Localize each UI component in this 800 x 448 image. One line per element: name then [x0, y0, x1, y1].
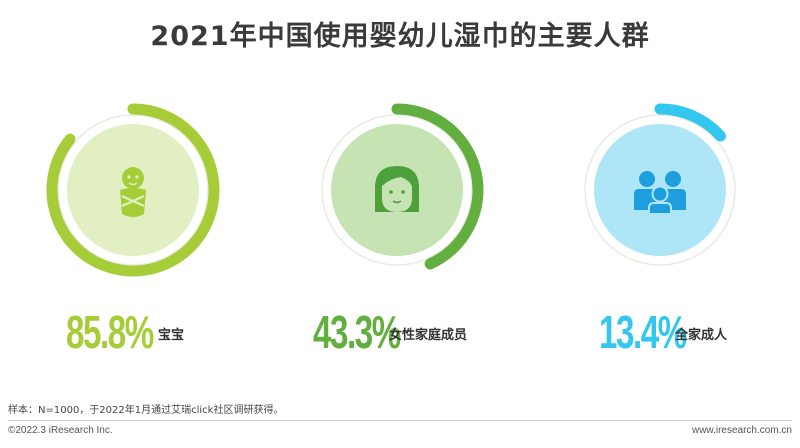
chart-title: 2021年中国使用婴幼儿湿巾的主要人群: [150, 21, 650, 52]
footer-divider: [8, 420, 792, 421]
category-label-family: 全家成人: [675, 328, 728, 343]
value-label-woman: 43.3%: [313, 306, 401, 358]
value-label-family: 13.4%: [599, 306, 687, 358]
category-label-woman: 女性家庭成员: [389, 328, 468, 343]
family-group-icon: [634, 171, 686, 215]
donut-group-baby: [46, 103, 220, 277]
value-arc-baby: [46, 103, 220, 277]
sample-note: 样本：N=1000，于2022年1月通过艾瑞click社区调研获得。: [8, 405, 284, 416]
baby-icon: [120, 164, 146, 217]
woman-face-icon: [375, 166, 419, 212]
value-arc-woman: [391, 103, 484, 270]
value-arc-family: [654, 103, 726, 142]
copyright: ©2022.3 iResearch Inc.: [8, 425, 113, 436]
website: www.iresearch.com.cn: [691, 425, 792, 436]
track-ring-baby: [57, 114, 209, 266]
category-label-baby: 宝宝: [158, 328, 185, 343]
value-label-baby: 85.8%: [66, 306, 154, 358]
track-ring-family: [584, 114, 736, 266]
donut-group-family: [584, 103, 736, 266]
donut-group-woman: [321, 103, 484, 270]
track-ring-woman: [321, 114, 473, 266]
